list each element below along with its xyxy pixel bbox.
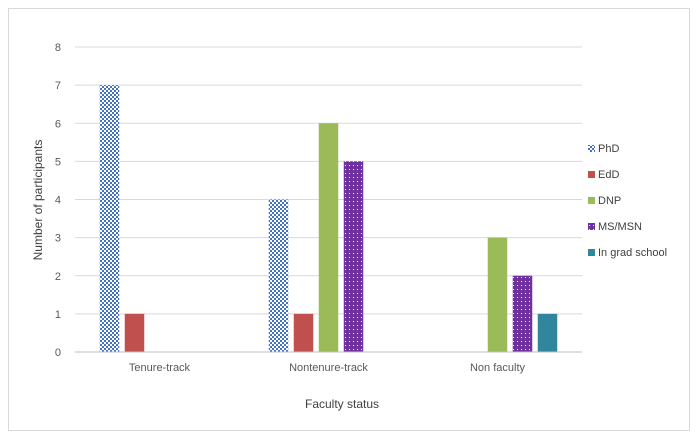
axes: 0 1 2 3 4 5 6 7 8 Tenure-track Nontenure-track Non … — [55, 42, 582, 374]
y-tick-label: 4 — [55, 195, 61, 207]
legend-label-phd: PhD — [598, 143, 619, 155]
bar-dnp-non-faculty — [487, 237, 508, 352]
bar-ms-msn-nontenure-track — [343, 161, 364, 352]
x-tick-label: Non faculty — [470, 362, 526, 374]
legend-swatch-edd — [588, 171, 595, 178]
legend-swatch-in-grad-school — [588, 249, 595, 256]
bar-ms-msn-non-faculty — [512, 275, 533, 352]
legend-swatch-dnp — [588, 197, 595, 204]
bar-phd-nontenure-track — [268, 199, 289, 352]
y-tick-label: 0 — [55, 347, 61, 359]
y-tick-label: 1 — [55, 309, 61, 321]
bar-dnp-nontenure-track — [318, 123, 339, 352]
y-tick-label: 2 — [55, 271, 61, 283]
legend-label-dnp: DNP — [598, 195, 621, 207]
bar-in-grad-school-non-faculty — [537, 313, 558, 352]
legend-label-edd: EdD — [598, 169, 619, 181]
bar-edd-tenure-track — [124, 313, 145, 352]
y-tick-label: 3 — [55, 233, 61, 245]
legend-swatch-ms-msn — [588, 223, 595, 230]
x-tick-label: Tenure-track — [129, 362, 191, 374]
bars — [99, 85, 558, 352]
x-axis-title: Faculty status — [305, 397, 379, 411]
y-axis-title: Number of participants — [31, 140, 45, 261]
y-tick-label: 5 — [55, 156, 61, 168]
y-tick-label: 8 — [55, 42, 61, 54]
legend[interactable]: PhD EdD DNP MS/MSN In grad school — [588, 143, 667, 259]
bar-phd-tenure-track — [99, 85, 120, 352]
bar-edd-nontenure-track — [293, 313, 314, 352]
legend-swatch-phd — [588, 145, 595, 152]
legend-label-in-grad-school: In grad school — [598, 247, 667, 259]
y-tick-label: 7 — [55, 80, 61, 92]
y-tick-label: 6 — [55, 118, 61, 130]
x-tick-label: Nontenure-track — [289, 362, 368, 374]
legend-label-ms-msn: MS/MSN — [598, 221, 642, 233]
